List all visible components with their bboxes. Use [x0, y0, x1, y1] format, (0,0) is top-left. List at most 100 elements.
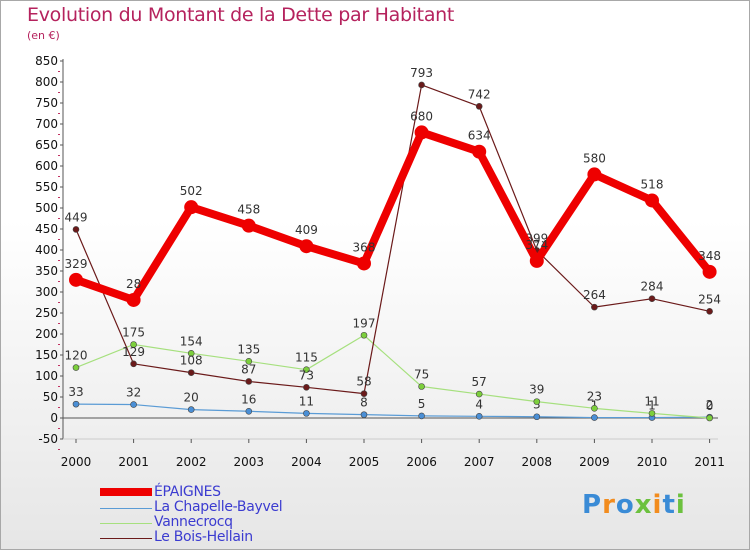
- data-point-le-bois-hellain: [360, 390, 368, 397]
- logo-letter: i: [675, 490, 686, 520]
- x-tick-label: 2008: [522, 455, 553, 469]
- data-point-epaignes: [299, 239, 314, 254]
- data-label-la-chapelle-bayvel: 11: [299, 394, 314, 408]
- data-point-la-chapelle-bayvel: [245, 407, 253, 415]
- data-point-epaignes: [645, 193, 659, 208]
- proxiti-logo: Proxiti: [582, 490, 686, 520]
- y-tick-label: 700: [35, 117, 58, 131]
- y-tick-label: 750: [35, 96, 58, 110]
- series-line-epaignes: [72, 128, 714, 304]
- data-label-epaignes: 502: [180, 184, 203, 198]
- y-tick-label: 250: [35, 306, 58, 320]
- y-tick-label: 800: [35, 75, 58, 89]
- data-label-le-bois-hellain: 129: [122, 345, 145, 359]
- data-label-epaignes: 348: [698, 249, 721, 263]
- data-label-epaignes: 368: [353, 240, 376, 254]
- data-point-le-bois-hellain: [72, 226, 80, 233]
- y-tick-label: 350: [35, 264, 58, 278]
- data-point-vannecrocq: [648, 410, 656, 417]
- y-tick-label: 0: [50, 411, 58, 425]
- data-label-la-chapelle-bayvel: 4: [475, 397, 483, 411]
- data-point-epaignes: [69, 272, 83, 287]
- data-label-vannecrocq: 120: [65, 349, 88, 363]
- y-tick-label: 600: [35, 159, 58, 173]
- legend-swatch-epaignes: [100, 488, 152, 496]
- data-point-la-chapelle-bayvel: [72, 400, 80, 408]
- data-point-vannecrocq: [360, 331, 368, 339]
- data-point-la-chapelle-bayvel: [130, 401, 137, 408]
- data-point-vannecrocq: [591, 405, 598, 412]
- data-point-vannecrocq: [130, 341, 137, 348]
- x-tick-label: 2007: [464, 455, 495, 469]
- data-label-epaignes: 458: [237, 203, 260, 217]
- x-tick-label: 2003: [234, 455, 265, 469]
- data-point-la-chapelle-bayvel: [475, 413, 483, 420]
- data-point-vannecrocq: [706, 414, 713, 422]
- series-line-vannecrocq: [75, 334, 711, 419]
- data-label-vannecrocq: 75: [414, 368, 429, 382]
- series-line-le-bois-hellain: [75, 84, 711, 395]
- logo-letter: x: [634, 490, 653, 520]
- data-point-vannecrocq: [303, 366, 310, 374]
- data-point-le-bois-hellain: [303, 384, 310, 391]
- legend-label-la-chapelle-bayvel: La Chapelle-Bayvel: [154, 499, 283, 515]
- y-tick-label: 200: [35, 327, 58, 341]
- data-point-epaignes: [472, 144, 487, 159]
- data-label-la-chapelle-bayvel: 1: [648, 399, 656, 413]
- y-tick-label: 550: [35, 180, 58, 194]
- logo-letter: P: [582, 490, 603, 520]
- data-label-la-chapelle-bayvel: 16: [241, 392, 256, 406]
- y-tick-label: 300: [35, 285, 58, 299]
- data-point-epaignes: [702, 264, 717, 279]
- y-tick-label: -50: [38, 432, 58, 446]
- y-tick-label: 50: [43, 390, 58, 404]
- data-point-vannecrocq: [475, 390, 483, 398]
- legend-swatch-le-bois-hellain: [100, 538, 152, 539]
- legend-swatch-vannecrocq: [100, 523, 152, 524]
- data-label-le-bois-hellain: 254: [698, 292, 721, 306]
- data-label-epaignes: 580: [583, 151, 606, 165]
- data-point-epaignes: [241, 218, 256, 233]
- data-label-le-bois-hellain: 449: [65, 210, 88, 224]
- data-point-le-bois-hellain: [245, 378, 253, 385]
- logo-letter: i: [652, 490, 663, 520]
- data-label-vannecrocq: 197: [353, 316, 376, 330]
- x-tick-label: 2000: [61, 455, 92, 469]
- data-label-vannecrocq: 175: [122, 326, 145, 340]
- data-point-la-chapelle-bayvel: [418, 412, 425, 420]
- chart-title: Evolution du Montant de la Dette par Hab…: [27, 4, 455, 26]
- data-label-vannecrocq: 39: [529, 383, 544, 397]
- data-label-vannecrocq: 0: [706, 399, 714, 413]
- data-point-vannecrocq: [533, 398, 541, 405]
- legend-swatch-la-chapelle-bayvel: [100, 508, 152, 509]
- data-label-la-chapelle-bayvel: 20: [184, 391, 199, 405]
- data-label-epaignes: 374: [525, 238, 548, 252]
- x-tick-label: 2002: [176, 455, 207, 469]
- data-label-epaignes: 409: [295, 223, 318, 237]
- x-tick-label: 2006: [406, 455, 437, 469]
- data-label-le-bois-hellain: 284: [641, 280, 664, 294]
- data-label-la-chapelle-bayvel: 8: [360, 396, 368, 410]
- data-point-vannecrocq: [245, 357, 253, 365]
- data-label-vannecrocq: 11: [644, 394, 659, 408]
- data-point-epaignes: [414, 125, 429, 140]
- data-label-le-bois-hellain: 73: [299, 368, 314, 382]
- chart-subtitle: (en €): [27, 29, 60, 42]
- data-point-epaignes: [587, 167, 602, 182]
- x-tick-label: 2004: [291, 455, 322, 469]
- data-point-le-bois-hellain: [706, 308, 713, 315]
- data-point-le-bois-hellain: [648, 295, 656, 303]
- data-label-le-bois-hellain: 87: [241, 362, 256, 376]
- data-point-le-bois-hellain: [475, 103, 483, 110]
- data-label-epaignes: 28: [126, 277, 141, 291]
- data-label-vannecrocq: 135: [237, 342, 260, 356]
- x-tick-label: 2001: [118, 455, 149, 469]
- data-point-le-bois-hellain: [187, 369, 195, 376]
- x-tick-label: 2005: [349, 455, 380, 469]
- x-tick-label: 2010: [637, 455, 668, 469]
- data-point-vannecrocq: [187, 350, 195, 357]
- data-label-le-bois-hellain: 793: [410, 66, 433, 80]
- data-label-epaignes: 329: [65, 257, 88, 271]
